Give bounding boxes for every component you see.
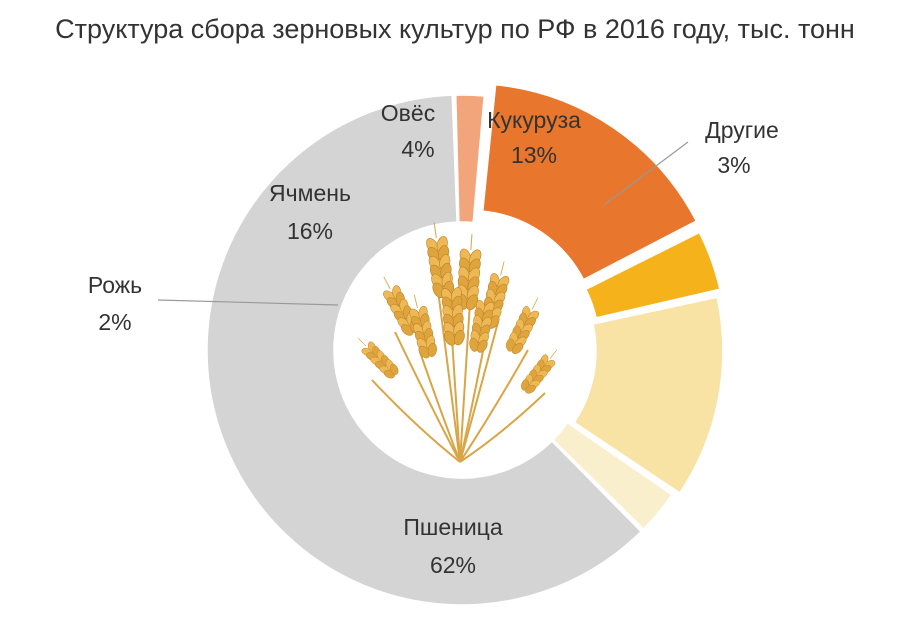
- wheat-stem: [451, 337, 461, 463]
- slice-name-label: Ячмень: [269, 180, 351, 206]
- leader-line: [157, 299, 339, 306]
- wheat-ear-icon: [469, 288, 495, 353]
- wheat-ear-icon: [506, 297, 540, 354]
- slice-name-label: Рожь: [88, 272, 142, 298]
- slice-4: [584, 231, 721, 319]
- slice-5: [573, 296, 724, 495]
- slice-value-label: 16%: [287, 218, 333, 244]
- slice-value-label: 13%: [511, 142, 557, 168]
- slice-1: [206, 94, 643, 606]
- wheat-stem: [459, 301, 471, 463]
- leader-line: [603, 141, 689, 206]
- slice-3: [481, 83, 698, 281]
- wheat-ear-icon: [357, 337, 399, 379]
- leader-lines: [157, 141, 689, 306]
- slice-6: [552, 421, 673, 531]
- slice-value-label: 2%: [98, 309, 131, 335]
- slice-value-label: 3%: [717, 152, 750, 178]
- chart-title: Структура сбора зерновых культур по РФ в…: [55, 14, 855, 44]
- wheat-stem: [394, 331, 461, 463]
- slice-name-label: Кукуруза: [487, 107, 581, 133]
- slice-2: [455, 94, 486, 224]
- slice-name-label: Другие: [705, 117, 779, 143]
- wheat-stem: [371, 379, 461, 463]
- wheat-stem: [437, 289, 461, 463]
- wheat-stem: [459, 349, 529, 463]
- wheat-image: [338, 222, 586, 474]
- wheat-stem: [459, 345, 485, 463]
- donut-slices: [206, 83, 724, 606]
- slice-name-label: Овёс: [381, 100, 435, 126]
- wheat-stem: [459, 392, 546, 463]
- wheat-stem: [419, 351, 461, 463]
- wheat-ear-icon: [441, 273, 465, 346]
- slice-value-label: 62%: [430, 552, 476, 578]
- slice-name-label: Пшеница: [403, 514, 502, 540]
- wheat-ear-icon: [521, 349, 558, 394]
- slice-value-label: 4%: [401, 136, 434, 162]
- wheat-ear-icon: [409, 294, 437, 359]
- slice-labels: Пшеница 62% Рожь 2% Ячмень 16% Овёс 4% Кукуруза 1…: [88, 100, 779, 578]
